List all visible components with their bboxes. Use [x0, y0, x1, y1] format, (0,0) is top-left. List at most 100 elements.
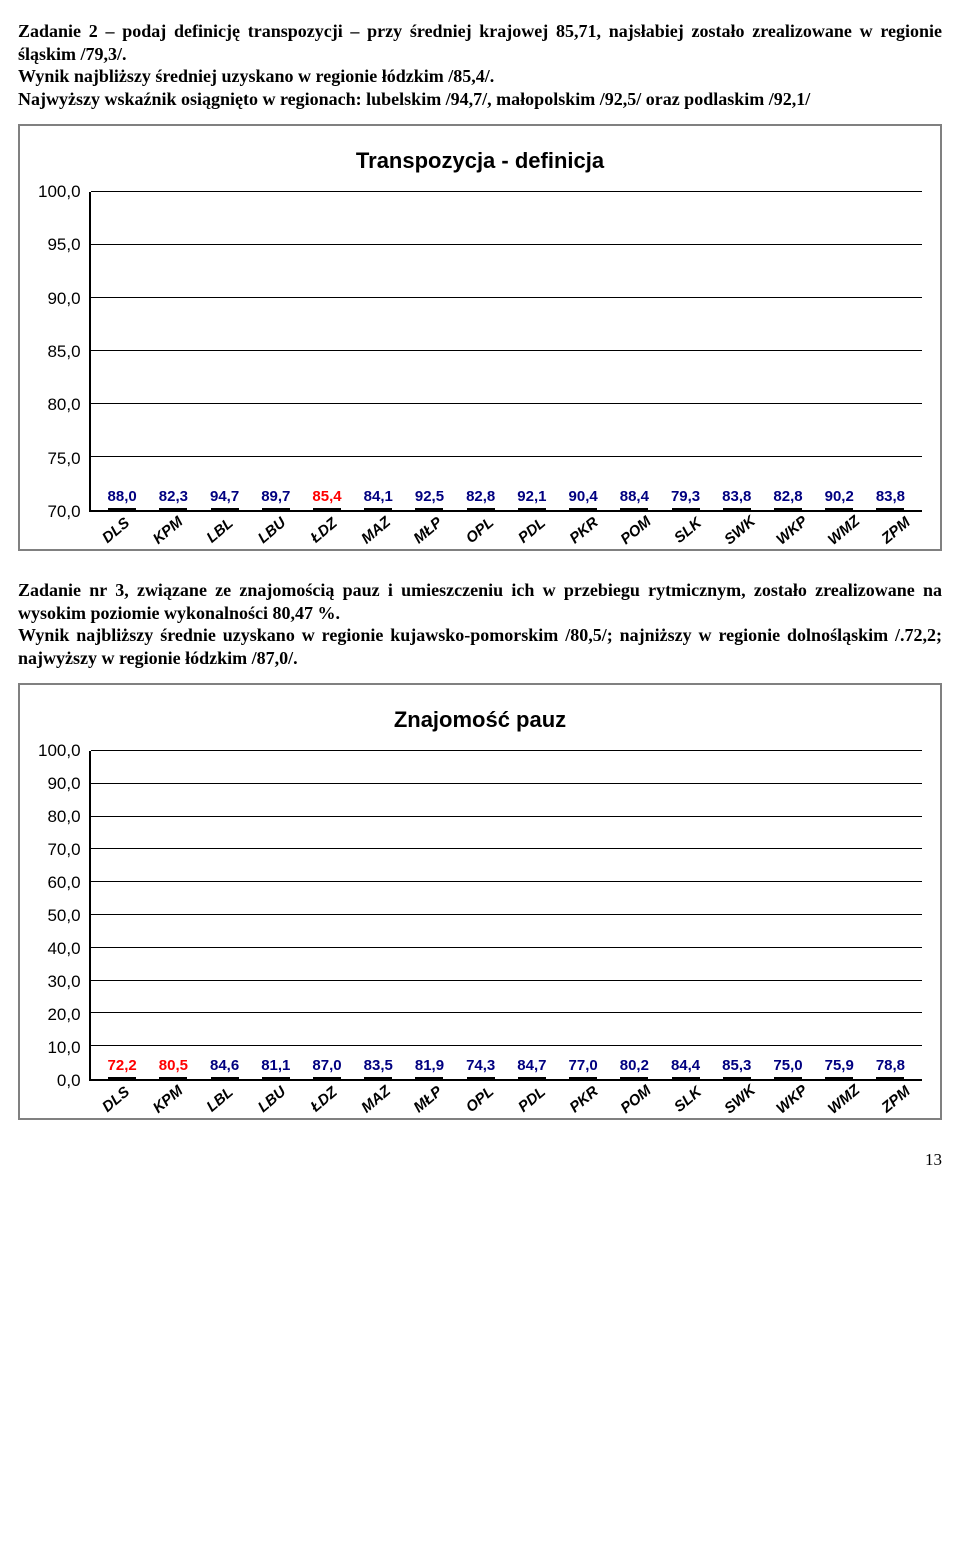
bar-slot: 83,8 [865, 488, 916, 510]
bar-slot: 80,2 [609, 1057, 660, 1079]
x-tick: SWK [715, 1076, 766, 1122]
bar-value-label: 81,9 [415, 1057, 444, 1074]
bar-value-label: 92,5 [415, 488, 444, 505]
bar-value-label: 81,1 [261, 1057, 290, 1074]
x-tick: PKR [559, 507, 610, 553]
bar [825, 508, 853, 510]
x-tick: SLK [663, 1076, 714, 1122]
bar [620, 508, 648, 510]
bar-value-label: 85,4 [312, 488, 341, 505]
bar-slot: 90,4 [558, 488, 609, 510]
bar-slot: 84,6 [199, 1057, 250, 1079]
bar-slot: 92,5 [404, 488, 455, 510]
bar-slot: 82,8 [455, 488, 506, 510]
bar-slot: 85,4 [301, 488, 352, 510]
bar-slot: 79,3 [660, 488, 711, 510]
x-tick: WKP [767, 1076, 818, 1122]
bar-value-label: 82,8 [773, 488, 802, 505]
bar [723, 1077, 751, 1079]
x-tick: LBL [195, 1076, 246, 1122]
bar-value-label: 84,6 [210, 1057, 239, 1074]
bar-slot: 74,3 [455, 1057, 506, 1079]
bar-slot: 87,0 [301, 1057, 352, 1079]
bar-slot: 78,8 [865, 1057, 916, 1079]
x-tick: SWK [715, 507, 766, 553]
bar-slot: 84,1 [353, 488, 404, 510]
bar [569, 508, 597, 510]
bar-value-label: 75,9 [825, 1057, 854, 1074]
x-tick: ŁDZ [299, 1076, 350, 1122]
bar-value-label: 75,0 [773, 1057, 802, 1074]
bar-slot: 88,4 [609, 488, 660, 510]
x-tick: KPM [143, 507, 194, 553]
x-tick: PDL [507, 507, 558, 553]
bar-slot: 81,9 [404, 1057, 455, 1079]
chart2-plot: 100,090,080,070,060,050,040,030,020,010,… [38, 751, 922, 1081]
x-tick: LBU [247, 507, 298, 553]
bar-slot: 94,7 [199, 488, 250, 510]
bar-value-label: 80,5 [159, 1057, 188, 1074]
bar [876, 1077, 904, 1079]
bar-value-label: 82,3 [159, 488, 188, 505]
x-tick: ŁDZ [299, 507, 350, 553]
bar-slot: 88,0 [97, 488, 148, 510]
bar [774, 1077, 802, 1079]
x-tick: LBL [195, 507, 246, 553]
bar-value-label: 89,7 [261, 488, 290, 505]
chart1-bars-area: 88,0 82,3 94,7 89,7 85,4 84,1 92,5 82,8 92,1 90,4… [89, 192, 922, 512]
bar-value-label: 83,8 [876, 488, 905, 505]
bar-slot: 92,1 [506, 488, 557, 510]
page-number: 13 [18, 1150, 942, 1170]
x-tick: WKP [767, 507, 818, 553]
chart1-y-axis: 100,095,090,085,080,075,070,0 [38, 192, 89, 512]
bar [723, 508, 751, 510]
chart1-plot: 100,095,090,085,080,075,070,0 88,0 82,3 94… [38, 192, 922, 512]
bar-value-label: 87,0 [312, 1057, 341, 1074]
x-tick: KPM [143, 1076, 194, 1122]
bar [672, 508, 700, 510]
x-tick: PKR [559, 1076, 610, 1122]
bar-value-label: 88,0 [108, 488, 137, 505]
bar-slot: 83,5 [353, 1057, 404, 1079]
x-tick: WMZ [819, 507, 870, 553]
bar-value-label: 83,5 [364, 1057, 393, 1074]
chart-transpozycja: Transpozycja - definicja 100,095,090,085… [18, 124, 942, 551]
bar-value-label: 94,7 [210, 488, 239, 505]
bars-row: 72,2 80,5 84,6 81,1 87,0 83,5 81,9 74,384,777,0… [91, 751, 922, 1079]
x-tick: DLS [91, 1076, 142, 1122]
bar [876, 508, 904, 510]
bar-value-label: 84,1 [364, 488, 393, 505]
bar [774, 508, 802, 510]
bar-value-label: 92,1 [517, 488, 546, 505]
x-tick: POM [611, 1076, 662, 1122]
chart1-x-axis: DLSKPMLBLLBUŁDZMAZMŁPOPLPDLPKRPOMSLKSWKW… [38, 522, 922, 539]
bar-value-label: 72,2 [108, 1057, 137, 1074]
para1-line2: Wynik najbliższy średniej uzyskano w reg… [18, 66, 494, 86]
bar-value-label: 83,8 [722, 488, 751, 505]
bar-value-label: 88,4 [620, 488, 649, 505]
bar-value-label: 90,4 [569, 488, 598, 505]
x-tick: DLS [91, 507, 142, 553]
bar-slot: 82,3 [148, 488, 199, 510]
chart1-title: Transpozycja - definicja [38, 148, 922, 174]
chart2-title: Znajomość pauz [38, 707, 922, 733]
para1-line3: Najwyższy wskaźnik osiągnięto w regionac… [18, 89, 810, 109]
x-tick: POM [611, 507, 662, 553]
bar-slot: 80,5 [148, 1057, 199, 1079]
bar-slot: 84,4 [660, 1057, 711, 1079]
bar-slot: 89,7 [250, 488, 301, 510]
x-tick: ZPM [871, 507, 922, 553]
bar-slot: 84,7 [506, 1057, 557, 1079]
x-tick: SLK [663, 507, 714, 553]
bar-value-label: 80,2 [620, 1057, 649, 1074]
x-tick: OPL [455, 1076, 506, 1122]
bar-value-label: 78,8 [876, 1057, 905, 1074]
x-tick: WMZ [819, 1076, 870, 1122]
paragraph-2: Zadanie nr 3, związane ze znajomością pa… [18, 579, 942, 669]
para2-line1: Zadanie nr 3, związane ze znajomością pa… [18, 580, 942, 623]
bar-slot: 81,1 [250, 1057, 301, 1079]
bar-value-label: 82,8 [466, 488, 495, 505]
bar-value-label: 79,3 [671, 488, 700, 505]
bar [825, 1077, 853, 1079]
bar-slot: 77,0 [558, 1057, 609, 1079]
